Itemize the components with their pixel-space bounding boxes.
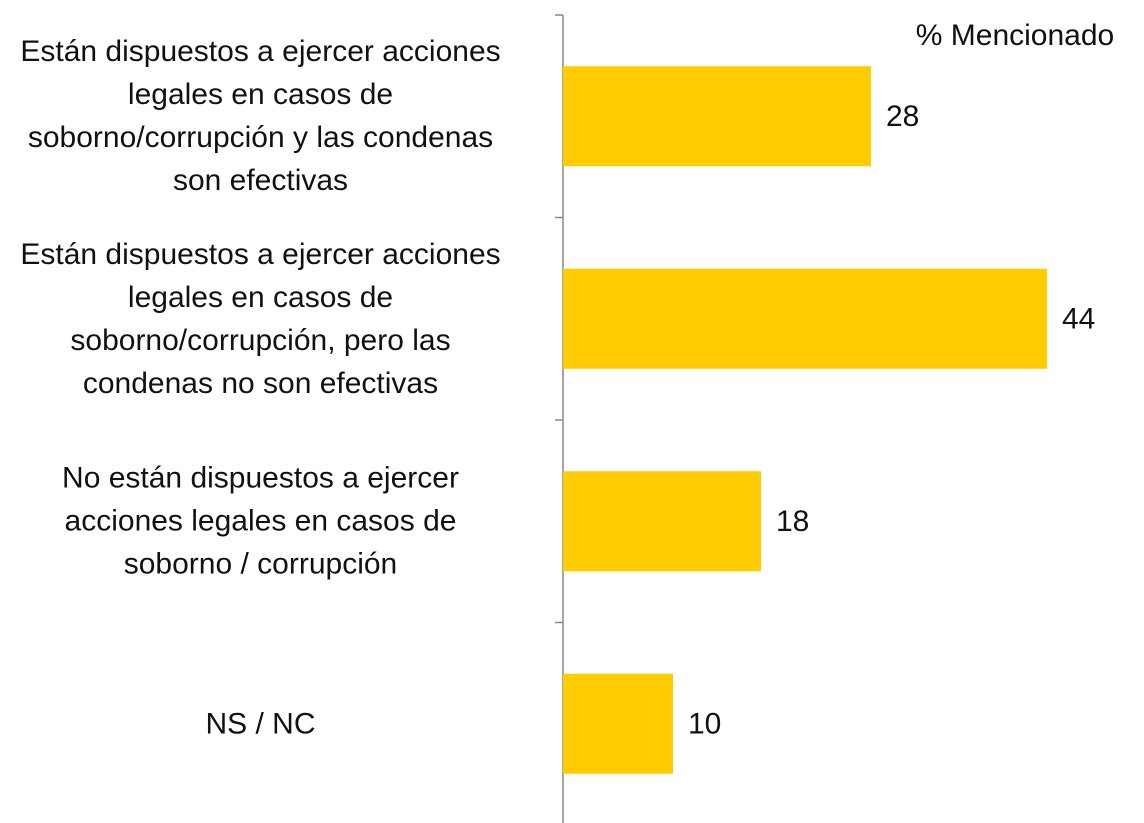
category-label: NS / NC [205,707,316,741]
category-label: Están dispuestos a ejercer acciones lega… [20,35,501,198]
value-label: 10 [688,708,721,741]
bar [563,268,1047,369]
value-label: 28 [886,100,919,133]
bar [563,673,673,774]
bar [563,471,761,572]
value-label: 18 [776,505,809,538]
annotation: % Mencionado [916,19,1114,52]
category-label: No están dispuestos a ejercer acciones l… [62,461,459,581]
bar [563,66,871,167]
category-label: Están dispuestos a ejercer acciones lega… [20,237,501,400]
value-label: 44 [1062,303,1095,336]
